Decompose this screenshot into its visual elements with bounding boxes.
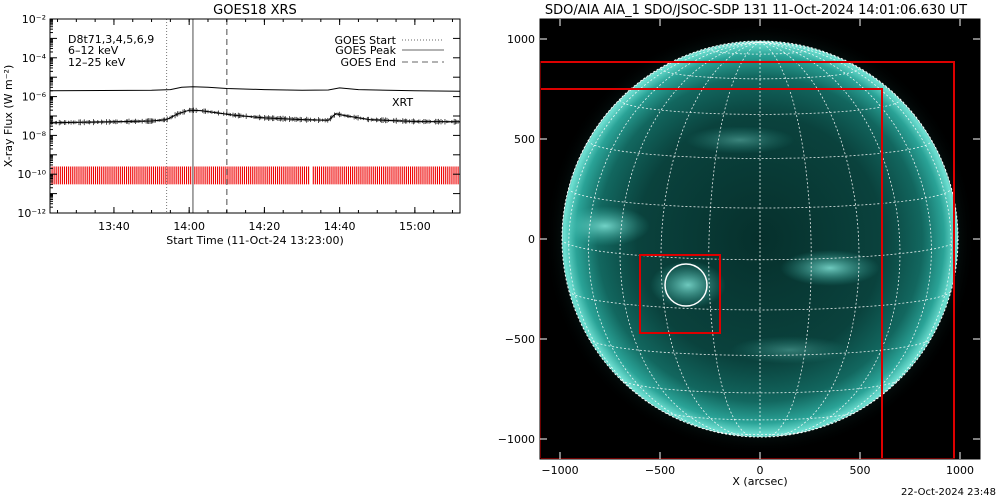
legend-goes-start: GOES Start bbox=[335, 34, 397, 47]
legend-goes-end: GOES End bbox=[340, 56, 396, 69]
goes-title: GOES18 XRS bbox=[213, 3, 297, 18]
aia-y-tick-label: −1000 bbox=[498, 433, 535, 446]
aia-x-tick-label: 500 bbox=[850, 464, 871, 477]
solar-limb bbox=[561, 40, 959, 438]
goes-y-tick-label: 10⁻¹² bbox=[17, 207, 46, 220]
aia-x-ticks: −1000 −500 0 500 1000 bbox=[541, 19, 974, 477]
grid-line bbox=[660, 68, 860, 80]
aia-y-tick-label: 500 bbox=[514, 133, 535, 146]
goes-event-markers bbox=[166, 19, 228, 213]
aia-y-tick-label: −500 bbox=[505, 333, 535, 346]
active-region-south bbox=[730, 336, 850, 364]
grid-line bbox=[588, 41, 761, 435]
grid-line bbox=[759, 41, 812, 437]
aia-x-label: X (arcsec) bbox=[732, 475, 787, 488]
grid-line bbox=[568, 290, 952, 311]
goes-x-tick-label: 13:40 bbox=[98, 220, 130, 233]
goes-y-tick-label: 10⁻⁴ bbox=[22, 52, 47, 65]
grid-line bbox=[708, 41, 761, 437]
aia-x-tick-label: −500 bbox=[645, 464, 675, 477]
aia-y-ticks: −1000 −500 0 500 1000 bbox=[498, 33, 980, 446]
goes-x-ticks: 13:40 14:00 14:20 14:40 15:00 bbox=[57, 19, 453, 233]
xrt-coverage bbox=[50, 166, 459, 185]
goes-curves bbox=[50, 86, 460, 126]
grid-line bbox=[660, 41, 761, 437]
goes-series-0p5-4-angstrom bbox=[50, 109, 460, 124]
aia-x-tick-label: −1000 bbox=[541, 464, 578, 477]
grid-line bbox=[588, 140, 932, 159]
goes-x-tick-label: 14:00 bbox=[173, 220, 205, 233]
aia-image bbox=[540, 23, 976, 459]
xrt-fov-small bbox=[540, 88, 883, 459]
grid-line bbox=[759, 41, 932, 435]
active-region-north bbox=[685, 126, 795, 154]
grid-line bbox=[759, 41, 901, 437]
aia-x-tick-label: 0 bbox=[757, 464, 764, 477]
goes-x-tick-label: 15:00 bbox=[399, 220, 431, 233]
goes-y-tick-label: 10⁻⁸ bbox=[22, 129, 47, 142]
legend-12-25-kev: 12–25 keV bbox=[68, 56, 126, 69]
grid-line bbox=[619, 41, 761, 437]
xrt-annotation: XRT bbox=[392, 96, 413, 109]
grid-line bbox=[621, 380, 899, 394]
goes-legend-right: GOES Start GOES Peak GOES End bbox=[335, 34, 444, 69]
goes-y-tick-label: 10⁻² bbox=[22, 13, 46, 26]
goes-x-label: Start Time (11-Oct-24 13:23:00) bbox=[166, 234, 344, 247]
aia-y-tick-label: 1000 bbox=[507, 33, 535, 46]
aia-title: SDO/AIA AIA_1 SDO/JSOC-SDP 131 11-Oct-20… bbox=[545, 3, 967, 18]
heliographic-grid bbox=[562, 41, 958, 437]
active-region-east bbox=[562, 206, 650, 246]
xrt-fov-label: XRT FOV bbox=[552, 422, 599, 435]
goes-x-tick-label: 14:40 bbox=[324, 220, 356, 233]
xrt-fov-large bbox=[540, 61, 955, 459]
aia-y-tick-label: 0 bbox=[528, 233, 535, 246]
goes-series-1-8-angstrom bbox=[50, 86, 460, 92]
aia-panel: SDO/AIA AIA_1 SDO/JSOC-SDP 131 11-Oct-20… bbox=[498, 3, 981, 488]
legend-detectors: D8t71,3,4,5,6,9 bbox=[68, 33, 154, 46]
goes-panel: GOES18 XRS 13:40 14:00 14:20 14:40 15:00 10⁻… bbox=[2, 3, 461, 247]
grid-line bbox=[759, 41, 860, 437]
goes-y-tick-label: 10⁻⁶ bbox=[22, 91, 47, 104]
goes-x-tick-label: 14:20 bbox=[249, 220, 281, 233]
legend-6-12-kev: 6–12 keV bbox=[68, 44, 119, 57]
aia-x-tick-label: 1000 bbox=[946, 464, 974, 477]
xrt-fov-boxes bbox=[540, 61, 955, 459]
goes-y-tick-label: 10⁻¹⁰ bbox=[17, 168, 46, 181]
aia-flare-location-circle bbox=[664, 263, 708, 307]
aia-legend: O AIA flare location bbox=[555, 33, 661, 46]
active-region-center bbox=[780, 250, 880, 286]
legend-goes-peak: GOES Peak bbox=[335, 44, 396, 57]
grid-line bbox=[708, 48, 812, 55]
xrt-fov-flare bbox=[639, 254, 721, 334]
goes-y-ticks: 10⁻¹² 10⁻¹⁰ 10⁻⁸ 10⁻⁶ 10⁻⁴ 10⁻² bbox=[17, 13, 460, 220]
footer-timestamp: 22-Oct-2024 23:48 bbox=[901, 487, 996, 498]
grid-line bbox=[619, 99, 901, 115]
goes-y-label: X-ray Flux (W m⁻²) bbox=[2, 65, 15, 167]
goes-legend-left: D8t71,3,4,5,6,9 6–12 keV 12–25 keV bbox=[68, 33, 154, 69]
